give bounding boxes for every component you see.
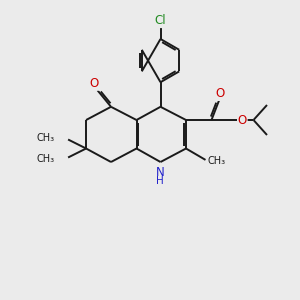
Text: N: N <box>155 166 164 179</box>
Text: O: O <box>216 87 225 101</box>
Text: CH₃: CH₃ <box>37 154 55 164</box>
Text: CH₃: CH₃ <box>37 133 55 143</box>
Text: O: O <box>238 113 247 127</box>
Text: CH₃: CH₃ <box>208 156 226 167</box>
Text: O: O <box>90 77 99 90</box>
Text: H: H <box>156 176 164 187</box>
Text: Cl: Cl <box>155 14 166 28</box>
